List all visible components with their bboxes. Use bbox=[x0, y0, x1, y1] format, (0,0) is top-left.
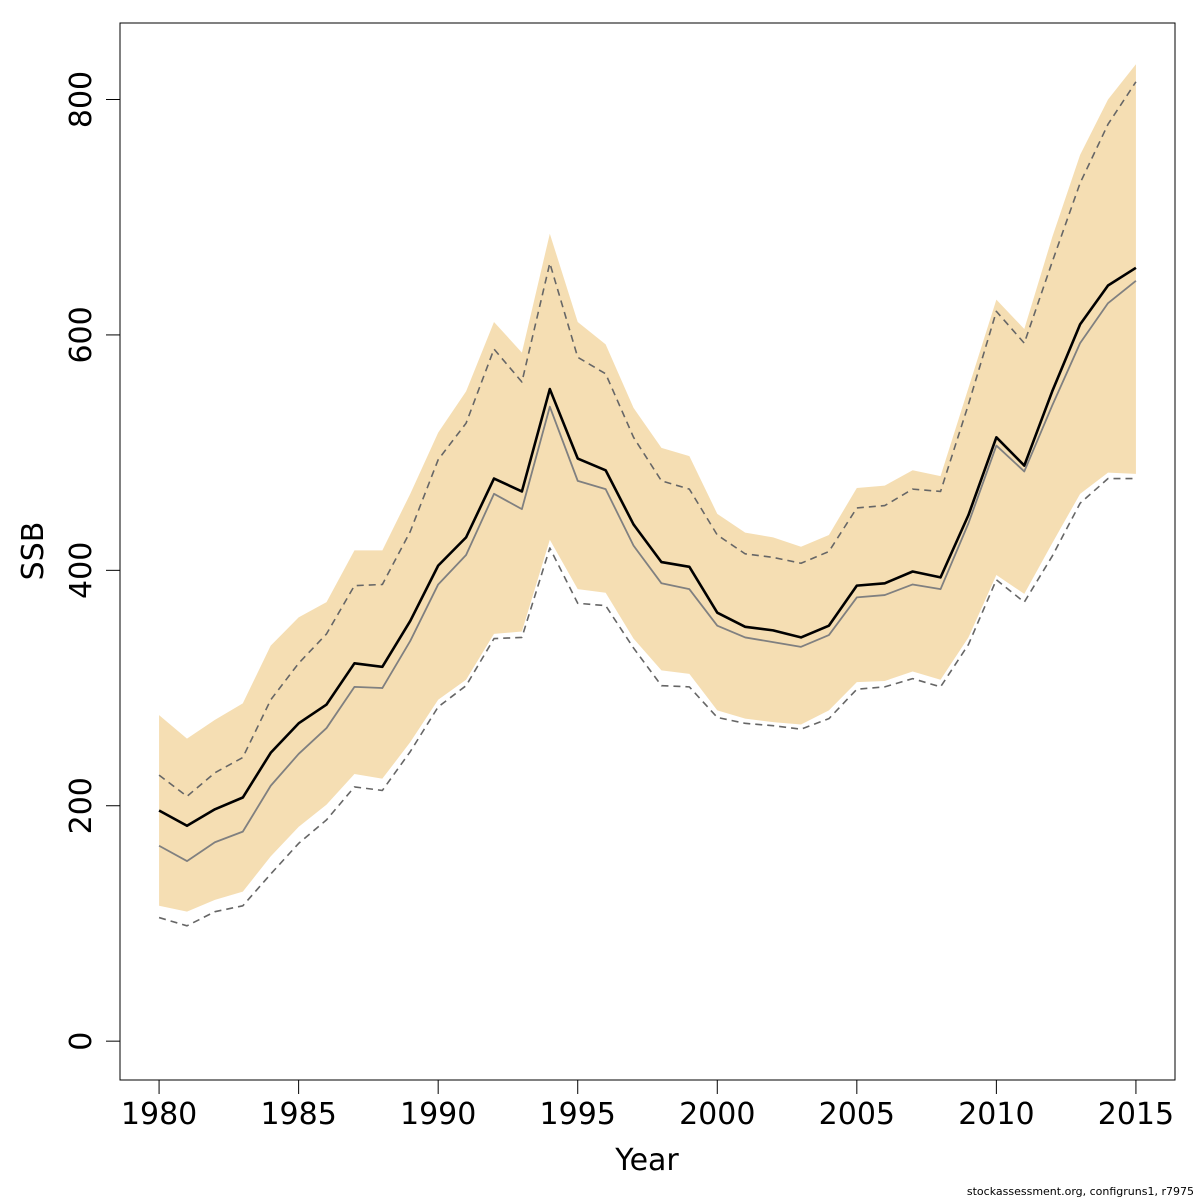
y-tick-label: 400 bbox=[64, 542, 99, 599]
y-tick-label: 600 bbox=[64, 306, 99, 363]
confidence-band bbox=[159, 64, 1136, 912]
x-tick-label: 2005 bbox=[819, 1097, 895, 1132]
x-tick-label: 2010 bbox=[958, 1097, 1034, 1132]
y-tick-label: 800 bbox=[64, 71, 99, 128]
x-axis: 1980 1985 1990 1995 2000 2005 2010 2015 bbox=[121, 1079, 1174, 1132]
y-axis-title: SSB bbox=[16, 522, 51, 581]
x-tick-label: 1995 bbox=[540, 1097, 616, 1132]
plot-area bbox=[158, 64, 1137, 927]
y-tick-label: 200 bbox=[64, 777, 99, 834]
x-tick-label: 2000 bbox=[679, 1097, 755, 1132]
y-tick-label: 0 bbox=[64, 1032, 99, 1051]
ssb-estimate-line bbox=[158, 266, 1137, 828]
x-tick-label: 1990 bbox=[400, 1097, 476, 1132]
x-axis-title: Year bbox=[614, 1143, 679, 1178]
y-axis: 0 200 400 600 800 bbox=[64, 71, 121, 1051]
x-tick-label: 1985 bbox=[260, 1097, 336, 1132]
x-tick-label: 2015 bbox=[1098, 1097, 1174, 1132]
dashed-upper-line bbox=[158, 81, 1137, 798]
x-tick-label: 1980 bbox=[121, 1097, 197, 1132]
dashed-lower-line bbox=[158, 477, 1136, 927]
secondary-line bbox=[158, 280, 1137, 862]
footer-credit: stockassessment.org, configruns1, r7975 bbox=[966, 1185, 1194, 1198]
